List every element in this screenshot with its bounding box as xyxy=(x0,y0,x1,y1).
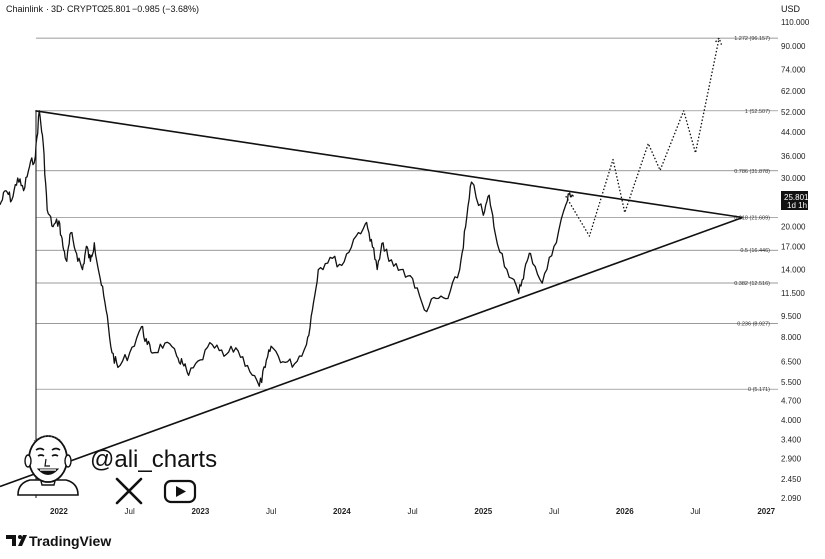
fib-level-label: 1 (52.507) xyxy=(745,109,770,115)
fib-levels: 1.272 (96.157) 1 (52.507) 0.786 (31.878) 0.… xyxy=(35,36,778,498)
last-price: 25.801 xyxy=(103,4,131,14)
fib-level-label: 0.382 (12.516) xyxy=(734,281,770,287)
avatar-shoulders xyxy=(17,479,79,496)
ascending-support-trendline xyxy=(0,216,743,488)
avatar-ear-left xyxy=(24,454,32,468)
tradingview-mark-icon xyxy=(6,535,16,546)
avatar-nose xyxy=(44,458,50,467)
x-tick-label: 2025 xyxy=(474,507,492,516)
y-tick-label: 44.000 xyxy=(781,128,806,137)
fib-level-label: 0.618 (21.609) xyxy=(734,215,770,221)
fib-level-label: 0.236 (8.927) xyxy=(737,322,770,328)
y-tick-label: 2.090 xyxy=(781,494,802,503)
fib-level-label: 0 (5.171) xyxy=(748,387,770,393)
y-tick-label: 62.000 xyxy=(781,87,806,96)
y-tick-label: 4.700 xyxy=(781,397,802,406)
author-handle[interactable]: @ali_charts xyxy=(90,446,217,473)
x-logo-icon[interactable] xyxy=(115,477,143,505)
y-tick-label: 74.000 xyxy=(781,66,806,75)
tradingview-mark-dot xyxy=(18,535,22,539)
tradingview-mark-slash xyxy=(18,535,27,546)
price-badge: 25.801 1d 1h xyxy=(781,191,809,210)
price-badge-countdown: 1d 1h xyxy=(787,201,807,210)
y-tick-label: 11.500 xyxy=(781,289,805,298)
y-axis: 110.000 90.000 74.000 62.000 52.000 44.000 36.… xyxy=(781,18,810,503)
x-tick-label: Jul xyxy=(690,507,700,516)
y-tick-label: 4.000 xyxy=(781,416,802,425)
price-badge-value: 25.801 xyxy=(784,193,809,202)
y-tick-label: 36.000 xyxy=(781,152,806,161)
x-tick-label: Jul xyxy=(407,507,417,516)
avatar-hair xyxy=(33,435,63,442)
x-tick-label: 2026 xyxy=(616,507,634,516)
y-tick-label: 9.500 xyxy=(781,312,802,321)
x-tick-label: Jul xyxy=(549,507,559,516)
fib-level-label: 1.272 (96.157) xyxy=(734,36,770,42)
x-tick-label: Jul xyxy=(266,507,276,516)
y-tick-label: 14.000 xyxy=(781,266,806,275)
y-tick-label: 90.000 xyxy=(781,42,806,51)
price-badge-bg xyxy=(781,191,808,210)
header-sep-1: · xyxy=(46,4,49,14)
author-avatar xyxy=(17,435,79,496)
y-tick-label: 5.500 xyxy=(781,378,802,387)
interval-label[interactable]: 3D xyxy=(51,4,63,14)
currency-label: USD xyxy=(781,4,801,14)
avatar-eyes xyxy=(37,454,59,457)
y-tick-label: 30.000 xyxy=(781,174,806,183)
y-tick-label: 17.000 xyxy=(781,242,806,251)
youtube-icon[interactable] xyxy=(163,479,197,504)
trendlines xyxy=(0,110,743,488)
x-tick-label: Jul xyxy=(125,507,135,516)
fib-level-label: 0.5 (16.446) xyxy=(740,248,770,254)
price-line-path xyxy=(0,110,574,387)
x-tick-label: 2023 xyxy=(191,507,209,516)
y-tick-label: 2.900 xyxy=(781,455,802,464)
y-tick-label: 3.400 xyxy=(781,436,802,445)
x-tick-label: 2022 xyxy=(50,507,68,516)
chart-header: Chainlink · 3D · CRYPTO 25.801 −0.985 (−… xyxy=(6,4,801,14)
y-tick-label: 6.500 xyxy=(781,358,802,367)
price-change: −0.985 (−3.68%) xyxy=(132,4,199,14)
x-tick-label: 2027 xyxy=(757,507,775,516)
symbol-name: Chainlink xyxy=(6,4,44,14)
tradingview-logo: TradingView xyxy=(6,533,111,549)
fib-level-label: 0.786 (31.878) xyxy=(734,169,770,175)
x-tick-label: 2024 xyxy=(333,507,351,516)
price-series xyxy=(0,37,723,387)
descending-resistance-trendline xyxy=(35,110,743,219)
market-label: CRYPTO xyxy=(67,4,104,14)
header-sep-2: · xyxy=(62,4,65,14)
y-tick-label: 52.000 xyxy=(781,108,806,117)
y-tick-label: 2.450 xyxy=(781,475,802,484)
x-axis: 2022 Jul 2023 Jul 2024 Jul 2025 Jul 2026 Jul 2027 xyxy=(50,507,776,516)
avatar-head xyxy=(28,435,68,483)
y-tick-label: 20.000 xyxy=(781,223,806,232)
y-tick-label: 8.000 xyxy=(781,333,802,342)
avatar-ear-right xyxy=(64,454,72,468)
avatar-brows xyxy=(35,447,61,451)
tradingview-wordmark: TradingView xyxy=(29,533,111,549)
projection-arrowhead xyxy=(713,37,723,45)
y-tick-label: 110.000 xyxy=(781,18,810,27)
